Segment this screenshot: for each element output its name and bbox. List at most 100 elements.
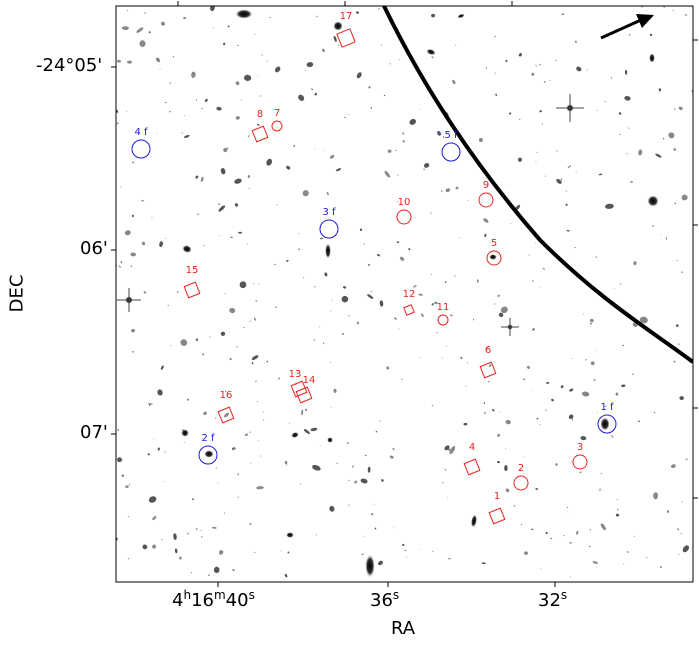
faint-source bbox=[447, 497, 449, 499]
faint-source bbox=[223, 412, 230, 418]
faint-source bbox=[354, 480, 358, 484]
faint-source bbox=[367, 294, 374, 299]
faint-source bbox=[200, 530, 202, 532]
faint-source bbox=[580, 436, 587, 441]
faint-source bbox=[330, 310, 332, 312]
marker-9 bbox=[478, 192, 494, 208]
faint-source bbox=[523, 378, 526, 381]
faint-source bbox=[430, 273, 432, 276]
faint-source bbox=[585, 359, 587, 361]
faint-source bbox=[244, 433, 248, 437]
faint-source bbox=[555, 463, 558, 466]
faint-source bbox=[254, 380, 257, 382]
faint-source bbox=[298, 248, 301, 251]
faint-source bbox=[261, 54, 263, 56]
faint-source bbox=[649, 33, 653, 36]
marker-4-f bbox=[131, 139, 151, 159]
marker-label-6: 6 bbox=[485, 345, 491, 356]
faint-source bbox=[359, 228, 363, 232]
faint-source bbox=[210, 6, 215, 12]
faint-source bbox=[420, 108, 422, 110]
faint-source bbox=[215, 467, 217, 469]
marker-label-11: 11 bbox=[437, 302, 450, 313]
y-tick-label-0: -24°05' bbox=[36, 55, 103, 76]
faint-source bbox=[431, 404, 434, 407]
faint-source bbox=[655, 153, 662, 158]
faint-source bbox=[455, 44, 457, 46]
faint-source bbox=[342, 333, 344, 335]
faint-source bbox=[144, 12, 146, 14]
faint-source bbox=[400, 256, 405, 261]
faint-source bbox=[153, 438, 155, 440]
faint-source bbox=[543, 81, 546, 83]
faint-source bbox=[681, 194, 688, 201]
faint-source bbox=[180, 339, 188, 346]
faint-source bbox=[535, 242, 536, 244]
faint-source bbox=[431, 13, 436, 18]
faint-source bbox=[157, 447, 160, 451]
faint-source bbox=[528, 254, 530, 256]
faint-source bbox=[566, 229, 570, 232]
faint-source bbox=[595, 256, 597, 258]
faint-source bbox=[568, 414, 574, 420]
faint-source bbox=[505, 59, 508, 63]
faint-source bbox=[124, 230, 131, 236]
faint-source bbox=[254, 551, 256, 554]
faint-source bbox=[237, 44, 239, 46]
faint-source bbox=[485, 67, 487, 69]
faint-source bbox=[494, 35, 496, 38]
faint-source bbox=[260, 455, 262, 457]
faint-source bbox=[122, 459, 123, 461]
faint-source bbox=[246, 243, 248, 245]
faint-source bbox=[430, 212, 432, 214]
faint-source bbox=[484, 233, 487, 238]
faint-source bbox=[348, 315, 350, 317]
faint-source bbox=[266, 360, 268, 363]
faint-source bbox=[452, 79, 456, 85]
faint-source bbox=[586, 69, 588, 71]
faint-source bbox=[330, 361, 332, 363]
bright-source bbox=[333, 21, 343, 31]
faint-source bbox=[155, 57, 161, 63]
faint-source bbox=[235, 81, 240, 86]
faint-source bbox=[163, 451, 166, 453]
faint-source bbox=[167, 304, 169, 306]
faint-source bbox=[531, 72, 535, 76]
faint-source bbox=[633, 535, 635, 537]
faint-source bbox=[589, 318, 594, 323]
bright-source bbox=[325, 243, 331, 259]
marker-label-1: 1 bbox=[494, 491, 500, 502]
faint-source bbox=[676, 260, 678, 261]
faint-source bbox=[549, 537, 553, 540]
faint-source bbox=[202, 353, 204, 356]
faint-source bbox=[616, 499, 618, 501]
faint-source bbox=[542, 123, 544, 125]
faint-source bbox=[302, 190, 309, 197]
faint-source bbox=[445, 140, 447, 141]
faint-source bbox=[323, 149, 325, 151]
faint-source bbox=[413, 285, 417, 288]
marker-label-7: 7 bbox=[274, 108, 280, 119]
marker-17 bbox=[336, 28, 356, 48]
faint-source bbox=[157, 389, 163, 396]
faint-source bbox=[247, 175, 251, 178]
faint-source bbox=[202, 245, 205, 247]
bright-source bbox=[291, 431, 299, 439]
faint-source bbox=[556, 150, 558, 152]
faint-source bbox=[589, 528, 591, 531]
faint-source bbox=[346, 442, 349, 444]
faint-source bbox=[223, 42, 226, 46]
faint-source bbox=[139, 40, 146, 47]
marker-6 bbox=[479, 361, 497, 379]
faint-source bbox=[378, 560, 383, 566]
faint-source bbox=[421, 313, 424, 318]
faint-source bbox=[479, 137, 483, 143]
marker-label-14: 14 bbox=[303, 375, 316, 386]
faint-source bbox=[678, 554, 680, 556]
faint-source bbox=[306, 62, 314, 68]
marker-3-f bbox=[319, 219, 339, 239]
faint-source bbox=[404, 549, 407, 552]
faint-source bbox=[274, 263, 276, 266]
faint-source bbox=[239, 281, 247, 289]
